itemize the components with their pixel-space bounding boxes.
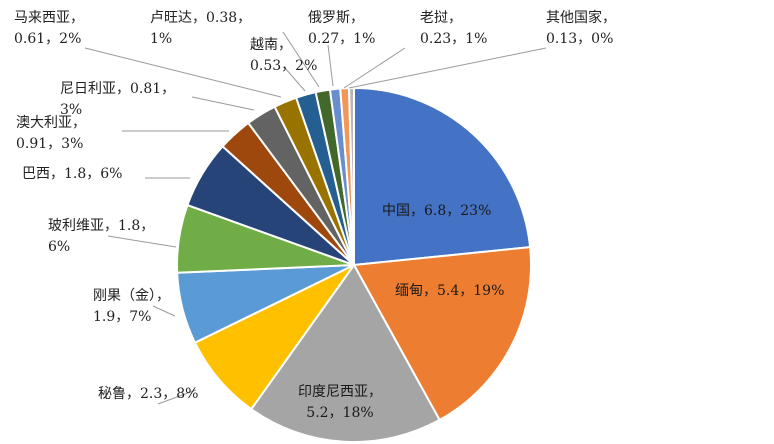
data-label-15: 其他国家， 0.13，0% [546, 9, 616, 47]
leader-line-11 [284, 67, 306, 92]
data-label-line: 0.91，3% [16, 136, 83, 152]
data-label-line: 俄罗斯， [308, 10, 364, 26]
data-label-5: 刚果（金）， 1.9，7% [93, 288, 170, 325]
data-label-line: 越南， [250, 37, 292, 53]
leader-line-9 [191, 96, 255, 111]
data-label-line: 0.27，1% [308, 31, 375, 47]
leader-line-15 [348, 47, 547, 89]
data-label-line: 玻利维亚，1.8， [48, 218, 154, 234]
data-label-7: 巴西，1.8，6% [22, 166, 122, 182]
data-label-line: 0.23，1% [420, 31, 487, 47]
data-label-8: 澳大利亚， 0.91，3% [16, 115, 86, 152]
data-label-10: 马来西亚， 0.61，2% [14, 10, 84, 47]
pie-slices [176, 86, 532, 443]
data-label-line: 澳大利亚， [16, 115, 86, 131]
leader-line-13 [327, 44, 334, 87]
leader-line-6 [107, 235, 177, 248]
data-label-line: 尼日利亚，0.81， [60, 81, 175, 97]
data-label-line: 1.9，7% [93, 309, 151, 325]
data-label-line: 巴西，1.8，6% [22, 166, 122, 182]
data-label-11: 越南， 0.53，2% [250, 37, 317, 74]
data-label-line: 缅甸，5.4，19% [395, 283, 504, 299]
leader-line-5 [152, 305, 176, 317]
data-label-line: 0.53，2% [250, 58, 317, 74]
data-label-line: 老挝， [420, 10, 462, 26]
data-label-line: 秘鲁，2.3，8% [98, 386, 198, 402]
pie-slice-2 [352, 246, 532, 422]
data-label-line: 卢旺达，0.38， [150, 10, 251, 26]
data-label-1: 中国，6.8，23% [382, 203, 491, 219]
data-label-3: 印度尼西亚， 5.2，18% [298, 384, 382, 421]
data-label-13: 俄罗斯， 0.27，1% [308, 10, 375, 47]
data-labels: 中国，6.8，23% 缅甸，5.4，19% 印度尼西亚， 5.2，18% 秘鲁，2.3，… [14, 9, 616, 421]
data-label-line: 马来西亚， [14, 10, 84, 26]
leader-line-10 [84, 47, 282, 98]
data-label-4: 秘鲁，2.3，8% [98, 386, 198, 402]
data-label-line: 0.61，2% [14, 31, 81, 47]
leader-lines [84, 31, 547, 405]
data-label-line: 0.13，0% [546, 31, 613, 47]
data-label-line: 1% [150, 31, 172, 47]
data-label-9: 尼日利亚，0.81， 3% [60, 81, 175, 118]
data-label-line: 6% [48, 239, 70, 255]
data-label-line: 中国，6.8，23% [382, 203, 491, 219]
pie-slice-3 [249, 263, 441, 443]
leader-line-14 [343, 47, 406, 89]
data-label-2: 缅甸，5.4，19% [395, 283, 504, 299]
leader-line-4 [157, 389, 197, 405]
data-label-line: 3% [60, 102, 82, 118]
data-label-line: 5.2，18% [306, 405, 373, 421]
pie-slice-1 [353, 86, 532, 267]
data-label-line: 印度尼西亚， [298, 384, 382, 400]
data-label-line: 其他国家， [546, 9, 616, 26]
leader-line-12 [282, 31, 320, 88]
data-label-12: 卢旺达，0.38， 1% [150, 10, 251, 47]
data-label-6: 玻利维亚，1.8， 6% [48, 218, 154, 255]
data-label-14: 老挝， 0.23，1% [420, 10, 487, 47]
data-label-line: 刚果（金）， [93, 288, 170, 304]
